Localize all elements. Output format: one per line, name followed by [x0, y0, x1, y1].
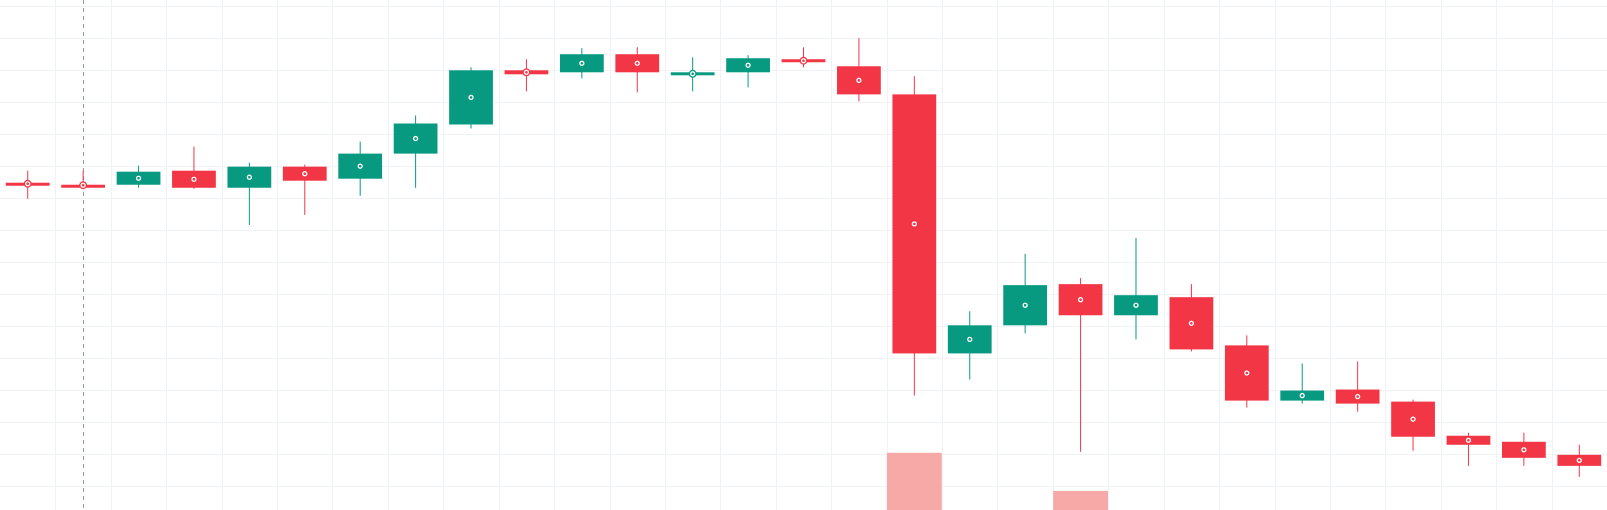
candle-marker-dot — [248, 175, 251, 179]
candle[interactable] — [1114, 237, 1158, 340]
candle[interactable] — [504, 59, 549, 92]
volume-bars — [886, 452, 1108, 510]
candle-marker-dot — [857, 79, 861, 82]
candle-marker-dot — [1300, 394, 1304, 397]
candle-marker-dot — [303, 172, 307, 175]
candle[interactable] — [837, 38, 881, 102]
candle[interactable] — [947, 311, 992, 380]
candle[interactable] — [1003, 254, 1048, 334]
candle-marker-dot — [746, 63, 750, 67]
candle-marker-dot — [137, 176, 140, 180]
candle[interactable] — [116, 165, 161, 188]
candle[interactable] — [1391, 399, 1435, 451]
candle[interactable] — [615, 47, 660, 93]
candle[interactable] — [1501, 432, 1546, 466]
candle[interactable] — [227, 162, 272, 225]
candle-marker-dot — [635, 61, 639, 65]
candle[interactable] — [1557, 444, 1602, 477]
candle[interactable] — [172, 146, 216, 189]
candle[interactable] — [1224, 335, 1269, 408]
candle-marker-dot — [414, 137, 417, 140]
candle[interactable] — [1335, 361, 1380, 412]
candle-marker-dot — [1190, 321, 1193, 325]
candle[interactable] — [1058, 278, 1103, 452]
candle-marker-dot — [1245, 371, 1249, 375]
candle[interactable] — [892, 76, 937, 396]
candle-marker-dot — [1411, 417, 1415, 421]
candle[interactable] — [670, 57, 715, 92]
candle-marker-dot — [1522, 448, 1526, 452]
candles[interactable] — [5, 38, 1602, 477]
candle[interactable] — [338, 141, 383, 196]
candle[interactable] — [449, 67, 493, 129]
candle-marker-dot — [525, 70, 528, 74]
volume-bar — [886, 452, 942, 510]
candle[interactable] — [393, 115, 438, 188]
candle-marker-dot — [1577, 459, 1581, 462]
candle[interactable] — [5, 170, 50, 199]
candle-marker-dot — [469, 96, 473, 99]
candle-marker-dot — [1023, 303, 1027, 307]
candle[interactable] — [61, 170, 106, 190]
candle[interactable] — [282, 164, 327, 215]
candle-marker-dot — [691, 72, 694, 76]
candle-marker-dot — [580, 61, 584, 65]
candle[interactable] — [1280, 363, 1325, 404]
candle[interactable] — [559, 48, 604, 79]
candle-marker-dot — [1079, 298, 1082, 301]
candle-marker-dot — [192, 177, 196, 181]
candle-marker-dot — [1134, 303, 1138, 307]
candle-marker-dot — [802, 59, 805, 63]
candle-marker-dot — [358, 164, 362, 168]
volume-bar — [1053, 490, 1108, 510]
candle-marker-dot — [968, 338, 972, 341]
candle[interactable] — [781, 47, 826, 68]
candle-marker-dot — [81, 183, 85, 187]
candle[interactable] — [1169, 284, 1214, 352]
candle-marker-dot — [26, 182, 30, 186]
candle[interactable] — [1446, 432, 1491, 466]
candle-marker-dot — [1467, 438, 1470, 442]
candle[interactable] — [726, 55, 770, 88]
candle-marker-dot — [1356, 395, 1359, 398]
candle-marker-dot — [913, 222, 916, 226]
